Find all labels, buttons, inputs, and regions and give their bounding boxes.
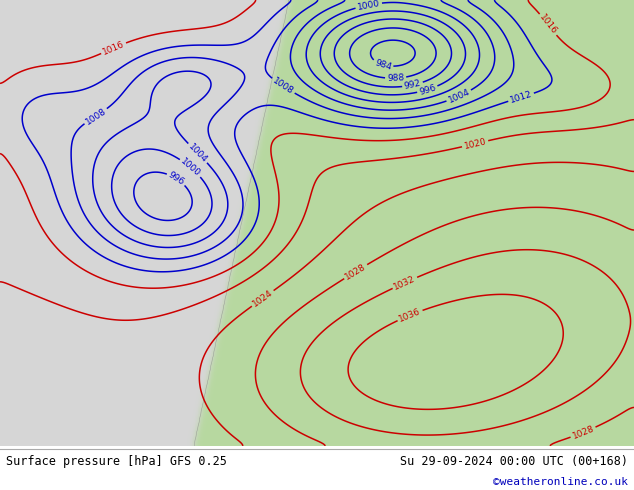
Text: ©weatheronline.co.uk: ©weatheronline.co.uk xyxy=(493,477,628,487)
Text: 1032: 1032 xyxy=(392,274,417,292)
Text: 1004: 1004 xyxy=(447,87,471,105)
Text: 984: 984 xyxy=(373,58,392,72)
Text: 1016: 1016 xyxy=(538,13,559,36)
Text: 988: 988 xyxy=(387,74,404,83)
Text: 1028: 1028 xyxy=(344,262,368,281)
Text: 1016: 1016 xyxy=(101,39,126,57)
Text: 1000: 1000 xyxy=(179,157,202,178)
Text: 1004: 1004 xyxy=(186,142,209,165)
Text: 1024: 1024 xyxy=(251,288,275,309)
Text: 1008: 1008 xyxy=(271,76,295,96)
Text: 1020: 1020 xyxy=(463,137,488,151)
Text: 992: 992 xyxy=(403,79,422,91)
Text: 1012: 1012 xyxy=(509,90,533,105)
Text: 1000: 1000 xyxy=(356,0,381,12)
Text: 996: 996 xyxy=(418,83,437,97)
Text: 1008: 1008 xyxy=(84,106,108,126)
Text: 1028: 1028 xyxy=(571,424,595,441)
Text: Surface pressure [hPa] GFS 0.25: Surface pressure [hPa] GFS 0.25 xyxy=(6,455,227,468)
Text: 996: 996 xyxy=(167,171,186,187)
Text: Su 29-09-2024 00:00 UTC (00+168): Su 29-09-2024 00:00 UTC (00+168) xyxy=(399,455,628,468)
Text: 1036: 1036 xyxy=(398,307,422,324)
